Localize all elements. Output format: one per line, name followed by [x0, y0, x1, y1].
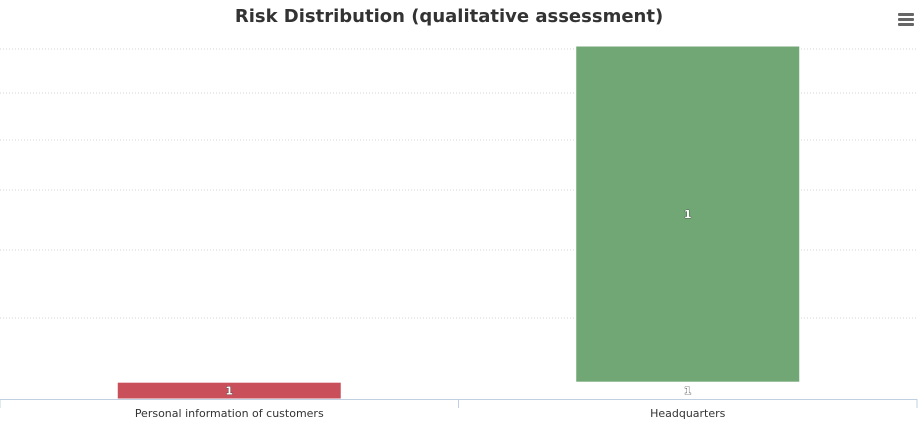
x-tick-label: Personal information of customers: [135, 407, 324, 420]
x-tick-label: Headquarters: [650, 407, 726, 420]
bar-series: [116, 45, 801, 400]
menu-line-icon: [898, 13, 914, 16]
data-labels: 1 1 1: [225, 208, 692, 398]
data-label: 1: [225, 385, 233, 398]
data-label: 1: [684, 385, 692, 398]
menu-line-icon: [898, 23, 914, 26]
menu-line-icon: [898, 18, 914, 21]
hamburger-menu-icon[interactable]: [896, 12, 916, 28]
data-label: 1: [684, 208, 692, 221]
chart-title: Risk Distribution (qualitative assessmen…: [235, 6, 663, 27]
bar-segment: [575, 45, 801, 383]
x-axis: Personal information of customers Headqua…: [0, 399, 918, 420]
